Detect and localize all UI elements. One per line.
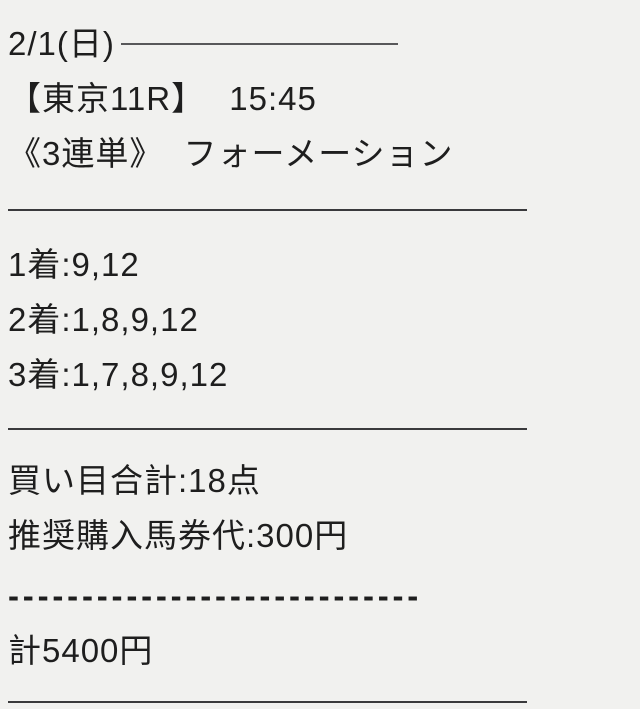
- bet-method: フォーメーション: [183, 135, 454, 172]
- colon: :: [246, 517, 257, 554]
- formation-row: 3着:1,7,8,9,12: [8, 347, 640, 402]
- section-divider-top: [8, 209, 527, 211]
- section-divider-bottom: [8, 701, 527, 703]
- formation-row: 2着:1,8,9,12: [8, 292, 640, 347]
- total-label: 計: [8, 632, 42, 669]
- date-divider-line: [120, 42, 398, 45]
- bet-type: 《3連単》: [8, 135, 164, 172]
- formation-list: 1着:9,12 2着:1,8,9,12 3着:1,7,8,9,12: [8, 237, 640, 402]
- rank-label: 3着: [8, 356, 62, 393]
- horse-numbers: 1,8,9,12: [71, 301, 199, 338]
- colon: :: [61, 301, 72, 338]
- total-value: 5400円: [42, 632, 154, 669]
- race-time: 15:45: [229, 80, 317, 117]
- race-name: 【東京11R】: [8, 80, 206, 117]
- rank-label: 2着: [8, 301, 62, 338]
- summary-line: 推奨購入馬券代:300円: [8, 508, 640, 563]
- date-row: 2/1(日): [8, 16, 640, 71]
- summary-label: 推奨購入馬券代: [8, 517, 246, 554]
- summary-value: 300円: [256, 517, 349, 554]
- summary-value: 18点: [188, 462, 261, 499]
- rank-label: 1着: [8, 246, 62, 283]
- colon: :: [61, 246, 72, 283]
- section-divider-middle: [8, 428, 527, 430]
- dashed-divider: ----------------------------: [8, 577, 423, 614]
- date-label: 2/1(日): [8, 25, 115, 62]
- race-header-row: 【東京11R】 15:45: [8, 71, 640, 126]
- horse-numbers: 9,12: [71, 246, 140, 283]
- horse-numbers: 1,7,8,9,12: [71, 356, 229, 393]
- summary-line: 買い目合計:18点: [8, 453, 640, 508]
- formation-row: 1着:9,12: [8, 237, 640, 292]
- summary-label: 買い目合計: [8, 462, 178, 499]
- colon: :: [61, 356, 72, 393]
- bet-type-row: 《3連単》 フォーメーション: [8, 126, 640, 181]
- colon: :: [178, 462, 189, 499]
- summary-section: 買い目合計:18点 推奨購入馬券代:300円 -----------------…: [8, 453, 640, 678]
- total-row: 計5400円: [8, 623, 640, 678]
